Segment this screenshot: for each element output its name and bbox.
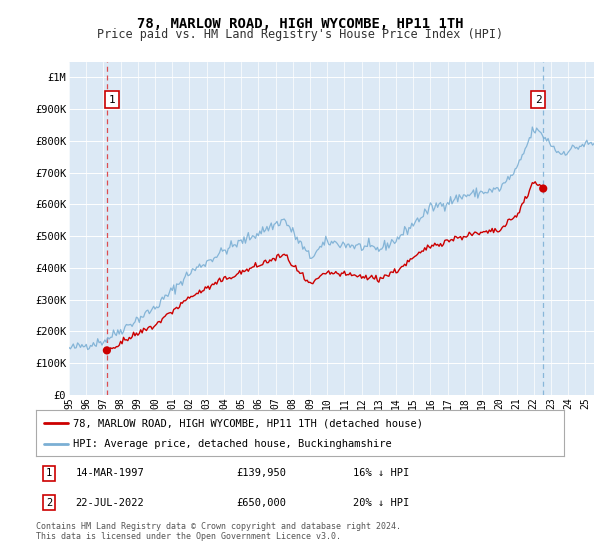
Text: 1: 1 xyxy=(46,468,52,478)
Point xyxy=(102,346,112,355)
Text: Contains HM Land Registry data © Crown copyright and database right 2024.
This d: Contains HM Land Registry data © Crown c… xyxy=(36,522,401,542)
Point xyxy=(538,184,548,193)
Text: 1: 1 xyxy=(109,95,115,105)
Text: 2: 2 xyxy=(535,95,541,105)
Text: HPI: Average price, detached house, Buckinghamshire: HPI: Average price, detached house, Buck… xyxy=(73,440,392,450)
Text: 20% ↓ HPI: 20% ↓ HPI xyxy=(353,498,409,508)
Text: Price paid vs. HM Land Registry's House Price Index (HPI): Price paid vs. HM Land Registry's House … xyxy=(97,28,503,41)
Text: £139,950: £139,950 xyxy=(236,468,287,478)
Text: 22-JUL-2022: 22-JUL-2022 xyxy=(76,498,145,508)
Text: 2: 2 xyxy=(46,498,52,508)
Text: 16% ↓ HPI: 16% ↓ HPI xyxy=(353,468,409,478)
Text: £650,000: £650,000 xyxy=(236,498,287,508)
Text: 14-MAR-1997: 14-MAR-1997 xyxy=(76,468,145,478)
Text: 78, MARLOW ROAD, HIGH WYCOMBE, HP11 1TH: 78, MARLOW ROAD, HIGH WYCOMBE, HP11 1TH xyxy=(137,17,463,31)
Text: 78, MARLOW ROAD, HIGH WYCOMBE, HP11 1TH (detached house): 78, MARLOW ROAD, HIGH WYCOMBE, HP11 1TH … xyxy=(73,418,423,428)
